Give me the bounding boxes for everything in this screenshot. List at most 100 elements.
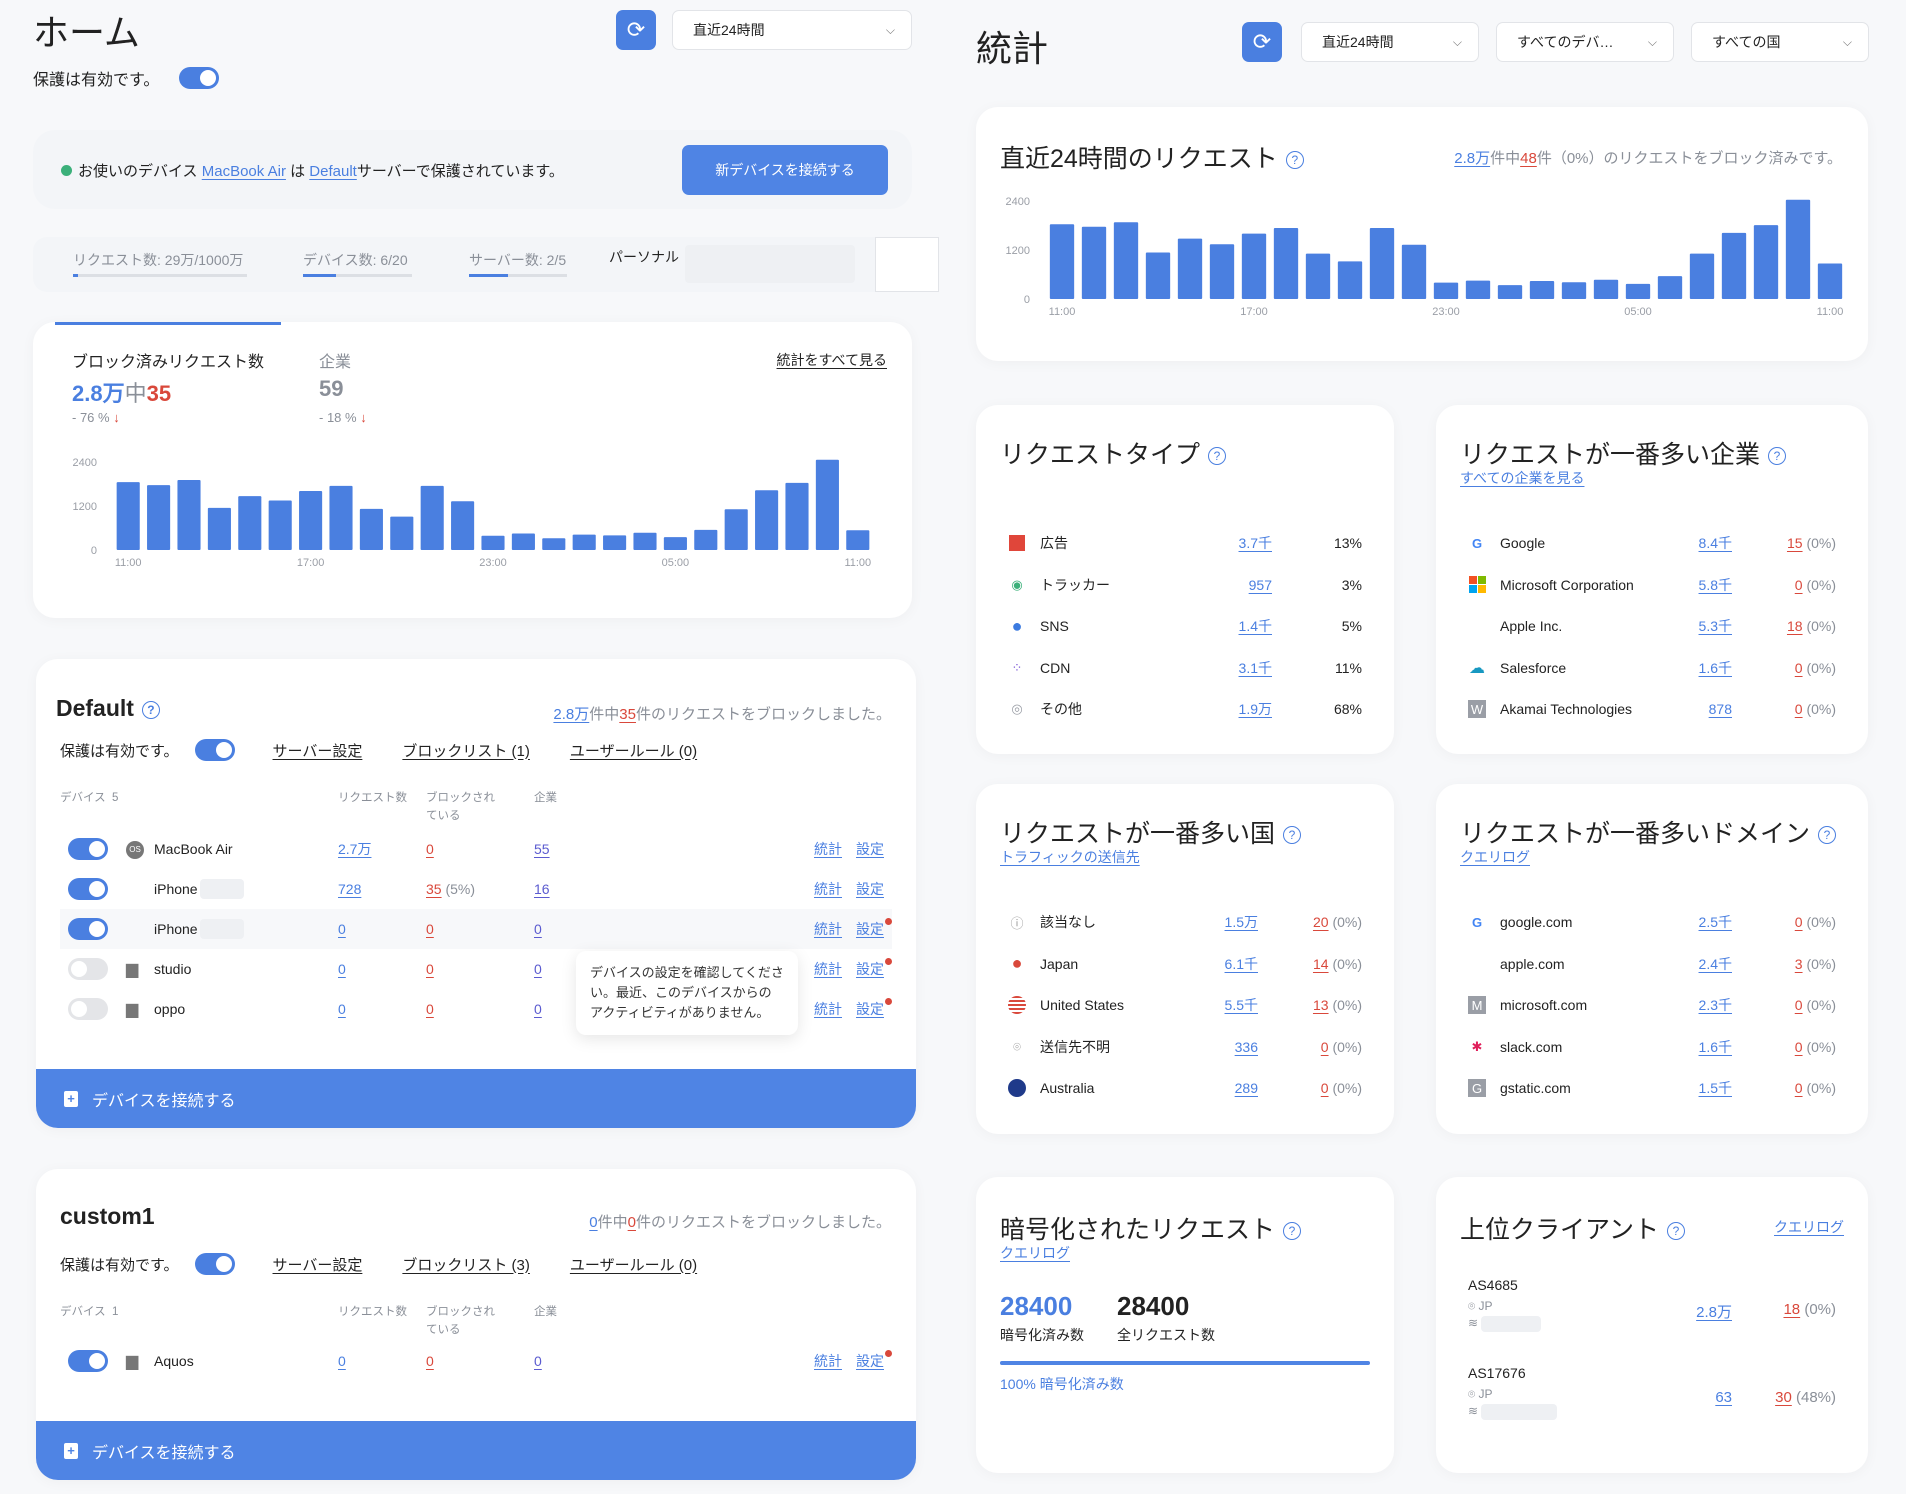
query-log-link[interactable]: クエリログ (1774, 1219, 1844, 1235)
device-settings-link[interactable]: 設定 (856, 881, 884, 897)
device-requests[interactable]: 0 (338, 921, 346, 937)
item-count[interactable]: 957 (1248, 576, 1272, 593)
device-companies[interactable]: 0 (534, 1001, 542, 1017)
protection-toggle[interactable] (179, 67, 220, 89)
item-count[interactable]: 5.8千 (1698, 576, 1732, 593)
server-link-2[interactable]: ユーザールール (0) (569, 742, 698, 760)
help-icon[interactable]: ? (1818, 826, 1837, 845)
device-settings-link[interactable]: 設定 (856, 921, 884, 937)
item-count[interactable]: 5.3千 (1698, 618, 1732, 635)
device-toggle[interactable] (68, 918, 108, 940)
item-count[interactable]: 878 (1708, 701, 1732, 718)
item-blocked[interactable]: 0 (1794, 659, 1803, 676)
item-blocked[interactable]: 18 (1786, 618, 1803, 635)
card-link[interactable]: トラフィックの送信先 (1000, 849, 1140, 865)
item-blocked[interactable]: 0 (1794, 997, 1803, 1014)
item-count[interactable]: 1.5千 (1698, 1080, 1732, 1097)
device-blocked[interactable]: 0 (426, 1001, 434, 1017)
device-requests[interactable]: 0 (338, 961, 346, 977)
blocked-link[interactable]: 48 (1520, 150, 1537, 167)
total-link[interactable]: 0 (589, 1214, 598, 1231)
server-link-0[interactable]: サーバー設定 (272, 1256, 363, 1274)
help-icon[interactable]: ? (1768, 447, 1787, 466)
device-companies[interactable]: 0 (534, 961, 542, 977)
help-icon[interactable]: ? (1283, 826, 1302, 845)
warning-dot[interactable] (885, 1350, 892, 1357)
tab-companies[interactable]: 企業 (319, 354, 352, 371)
device-blocked[interactable]: 0 (426, 1353, 434, 1369)
device-companies[interactable]: 0 (534, 921, 542, 937)
item-count[interactable]: 8.4千 (1698, 535, 1732, 551)
item-count[interactable]: 1.6千 (1698, 1038, 1732, 1055)
help-icon[interactable]: ? (1667, 1222, 1686, 1241)
connect-device-button[interactable]: + デバイスを接続する (36, 1421, 916, 1480)
item-count[interactable]: 1.4千 (1238, 618, 1272, 635)
device-blocked[interactable]: 35 (426, 881, 442, 897)
see-all-stats-link[interactable]: 統計をすべて見る (776, 352, 887, 368)
item-blocked[interactable]: 14 (1312, 955, 1329, 972)
device-settings-link[interactable]: 設定 (856, 1353, 884, 1369)
device-toggle[interactable] (68, 958, 108, 980)
server-link[interactable]: Default (309, 163, 357, 180)
help-icon[interactable]: ? (1208, 447, 1227, 466)
item-blocked[interactable]: 0 (1320, 1080, 1329, 1097)
tab-blocked-requests[interactable]: ブロック済みリクエスト数 (72, 354, 265, 371)
item-count[interactable]: 1.6千 (1698, 659, 1732, 676)
server-link-0[interactable]: サーバー設定 (272, 742, 363, 760)
refresh-button[interactable]: ⟳ (616, 10, 656, 50)
item-blocked[interactable]: 0 (1794, 701, 1803, 718)
item-blocked[interactable]: 0 (1320, 1038, 1329, 1055)
filter-dropdown[interactable]: 直近24時間 ⌵ (1301, 22, 1479, 62)
device-toggle[interactable] (68, 838, 108, 860)
warning-dot[interactable] (885, 998, 892, 1005)
server-link-1[interactable]: ブロックリスト (3) (402, 1256, 530, 1274)
device-companies[interactable]: 16 (534, 881, 550, 897)
filter-dropdown[interactable]: すべてのデバ… ⌵ (1496, 22, 1674, 62)
item-blocked[interactable]: 0 (1794, 576, 1803, 593)
device-stats-link[interactable]: 統計 (814, 881, 842, 897)
query-log-link[interactable]: クエリログ (1000, 1245, 1070, 1261)
connect-new-device-button[interactable]: 新デバイスを接続する (682, 145, 888, 195)
device-toggle[interactable] (68, 1350, 108, 1372)
connect-device-button[interactable]: + デバイスを接続する (36, 1069, 916, 1128)
warning-dot[interactable] (885, 958, 892, 965)
help-icon[interactable]: ? (1283, 1222, 1302, 1241)
card-link[interactable]: クエリログ (1460, 849, 1530, 865)
device-requests[interactable]: 2.7万 (338, 841, 372, 857)
filter-dropdown[interactable]: すべての国 ⌵ (1691, 22, 1869, 62)
device-requests[interactable]: 0 (338, 1353, 346, 1369)
item-count[interactable]: 3.1千 (1238, 659, 1272, 676)
total-link[interactable]: 2.8万 (553, 706, 590, 723)
device-stats-link[interactable]: 統計 (814, 1353, 842, 1369)
item-blocked[interactable]: 3 (1794, 955, 1803, 972)
item-blocked[interactable]: 0 (1794, 1038, 1803, 1055)
device-requests[interactable]: 0 (338, 1001, 346, 1017)
client-count[interactable]: 63 (1715, 1389, 1732, 1406)
item-count[interactable]: 3.7千 (1238, 535, 1272, 551)
item-count[interactable]: 2.5千 (1698, 914, 1732, 930)
device-companies[interactable]: 0 (534, 1353, 542, 1369)
device-settings-link[interactable]: 設定 (856, 841, 884, 857)
device-toggle[interactable] (68, 998, 108, 1020)
client-blocked[interactable]: 30 (1775, 1389, 1792, 1406)
item-count[interactable]: 1.5万 (1224, 914, 1258, 930)
blocked-link[interactable]: 0 (627, 1214, 636, 1231)
protection-toggle[interactable] (194, 739, 235, 761)
item-blocked[interactable]: 0 (1794, 914, 1803, 930)
device-stats-link[interactable]: 統計 (814, 961, 842, 977)
item-count[interactable]: 6.1千 (1224, 955, 1258, 972)
plan-button[interactable] (875, 237, 939, 292)
client-blocked[interactable]: 18 (1783, 1301, 1801, 1318)
stats-refresh-button[interactable]: ⟳ (1242, 22, 1282, 62)
item-blocked[interactable]: 0 (1794, 1080, 1803, 1097)
device-requests[interactable]: 728 (338, 881, 362, 897)
device-blocked[interactable]: 0 (426, 841, 434, 857)
device-blocked[interactable]: 0 (426, 961, 434, 977)
total-link[interactable]: 2.8万 (1454, 150, 1491, 167)
item-count[interactable]: 1.9万 (1238, 701, 1272, 718)
device-blocked[interactable]: 0 (426, 921, 434, 937)
device-link[interactable]: MacBook Air (201, 163, 286, 180)
device-stats-link[interactable]: 統計 (814, 921, 842, 937)
time-range-dropdown[interactable]: 直近24時間 ⌵ (672, 10, 912, 50)
item-count[interactable]: 5.5千 (1224, 997, 1258, 1014)
